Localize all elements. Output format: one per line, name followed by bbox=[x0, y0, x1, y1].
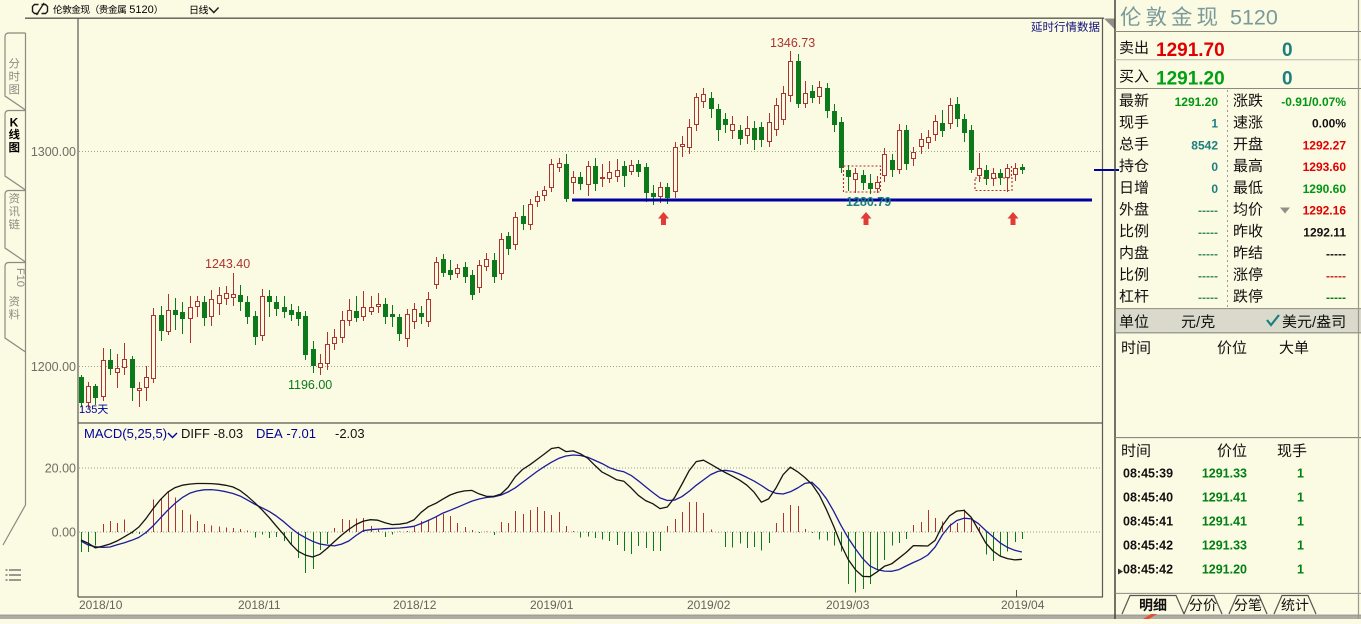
svg-text:1243.40: 1243.40 bbox=[205, 257, 250, 271]
svg-text:1: 1 bbox=[1297, 515, 1304, 529]
svg-text:135: 135 bbox=[79, 404, 97, 416]
svg-text:DIFF -8.03: DIFF -8.03 bbox=[181, 426, 243, 441]
svg-text:08:45:40: 08:45:40 bbox=[1123, 490, 1173, 504]
svg-text:08:45:39: 08:45:39 bbox=[1123, 466, 1173, 480]
svg-text:DEA -7.01: DEA -7.01 bbox=[256, 426, 316, 441]
svg-text:2018/11: 2018/11 bbox=[238, 598, 281, 612]
svg-text:/: / bbox=[1196, 314, 1201, 331]
svg-text:1291.41: 1291.41 bbox=[1202, 490, 1247, 504]
svg-text:1292.11: 1292.11 bbox=[1303, 225, 1346, 239]
svg-text:K: K bbox=[10, 116, 19, 130]
svg-text:-----: ----- bbox=[1198, 204, 1218, 218]
svg-text:08:45:42: 08:45:42 bbox=[1123, 563, 1173, 577]
svg-text:20.00: 20.00 bbox=[45, 462, 76, 476]
svg-text:2019/04: 2019/04 bbox=[1001, 598, 1045, 612]
svg-text:0.00%: 0.00% bbox=[1312, 117, 1346, 131]
svg-text:1300.00: 1300.00 bbox=[31, 145, 76, 159]
svg-text:1: 1 bbox=[1297, 466, 1304, 480]
svg-text:1: 1 bbox=[1211, 117, 1218, 131]
svg-text:2019/03: 2019/03 bbox=[826, 598, 870, 612]
svg-text:1293.60: 1293.60 bbox=[1303, 160, 1347, 174]
svg-text:8542: 8542 bbox=[1191, 138, 1218, 152]
svg-text:1: 1 bbox=[1297, 563, 1304, 577]
svg-text:-----: ----- bbox=[1198, 247, 1218, 261]
svg-text:1200.00: 1200.00 bbox=[31, 360, 76, 374]
svg-text:0: 0 bbox=[1211, 182, 1218, 196]
svg-text:1291.33: 1291.33 bbox=[1202, 466, 1247, 480]
svg-text:1291.70: 1291.70 bbox=[1156, 40, 1225, 61]
svg-text:0: 0 bbox=[1282, 69, 1293, 90]
svg-text:1346.73: 1346.73 bbox=[770, 36, 815, 50]
svg-text:-----: ----- bbox=[1198, 269, 1218, 283]
svg-text:1291.20: 1291.20 bbox=[1202, 563, 1247, 577]
svg-text:2018/10: 2018/10 bbox=[79, 598, 123, 612]
svg-text:08:45:41: 08:45:41 bbox=[1123, 515, 1173, 529]
svg-text:-2.03: -2.03 bbox=[335, 426, 365, 441]
svg-text:1: 1 bbox=[1297, 539, 1304, 553]
svg-text:5120: 5120 bbox=[126, 4, 154, 16]
svg-text:/: / bbox=[1312, 314, 1317, 331]
svg-text:F10: F10 bbox=[14, 268, 26, 287]
svg-text:MACD(5,25,5): MACD(5,25,5) bbox=[84, 426, 167, 441]
svg-text:0.00: 0.00 bbox=[52, 526, 76, 540]
svg-text:-----: ----- bbox=[1326, 291, 1346, 305]
svg-text:1: 1 bbox=[1297, 490, 1304, 504]
svg-text:1291.20: 1291.20 bbox=[1175, 95, 1219, 109]
svg-text:1292.27: 1292.27 bbox=[1303, 138, 1347, 152]
svg-text:5120: 5120 bbox=[1230, 6, 1278, 30]
svg-text:1292.16: 1292.16 bbox=[1303, 204, 1347, 218]
svg-text:1290.60: 1290.60 bbox=[1303, 182, 1347, 196]
svg-text:1291.20: 1291.20 bbox=[1156, 69, 1225, 90]
svg-text:2018/12: 2018/12 bbox=[393, 598, 437, 612]
svg-text:0: 0 bbox=[1211, 160, 1218, 174]
svg-text:-----: ----- bbox=[1198, 291, 1218, 305]
svg-text:0: 0 bbox=[1282, 40, 1293, 61]
svg-text:-----: ----- bbox=[1326, 247, 1346, 261]
svg-text:1280.79: 1280.79 bbox=[846, 195, 891, 209]
svg-text:1291.41: 1291.41 bbox=[1202, 515, 1247, 529]
svg-text:-----: ----- bbox=[1198, 225, 1218, 239]
svg-text:08:45:42: 08:45:42 bbox=[1123, 539, 1173, 553]
svg-text:1291.33: 1291.33 bbox=[1202, 539, 1247, 553]
svg-text:1196.00: 1196.00 bbox=[288, 378, 332, 392]
svg-text:2019/01: 2019/01 bbox=[530, 598, 574, 612]
svg-text:2019/02: 2019/02 bbox=[687, 598, 731, 612]
svg-text:-----: ----- bbox=[1326, 269, 1346, 283]
svg-text:-0.91/0.07%: -0.91/0.07% bbox=[1281, 95, 1346, 109]
